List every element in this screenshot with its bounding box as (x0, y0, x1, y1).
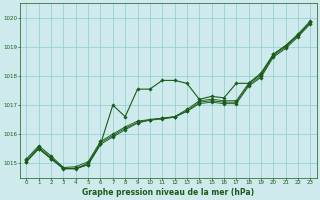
X-axis label: Graphe pression niveau de la mer (hPa): Graphe pression niveau de la mer (hPa) (82, 188, 254, 197)
